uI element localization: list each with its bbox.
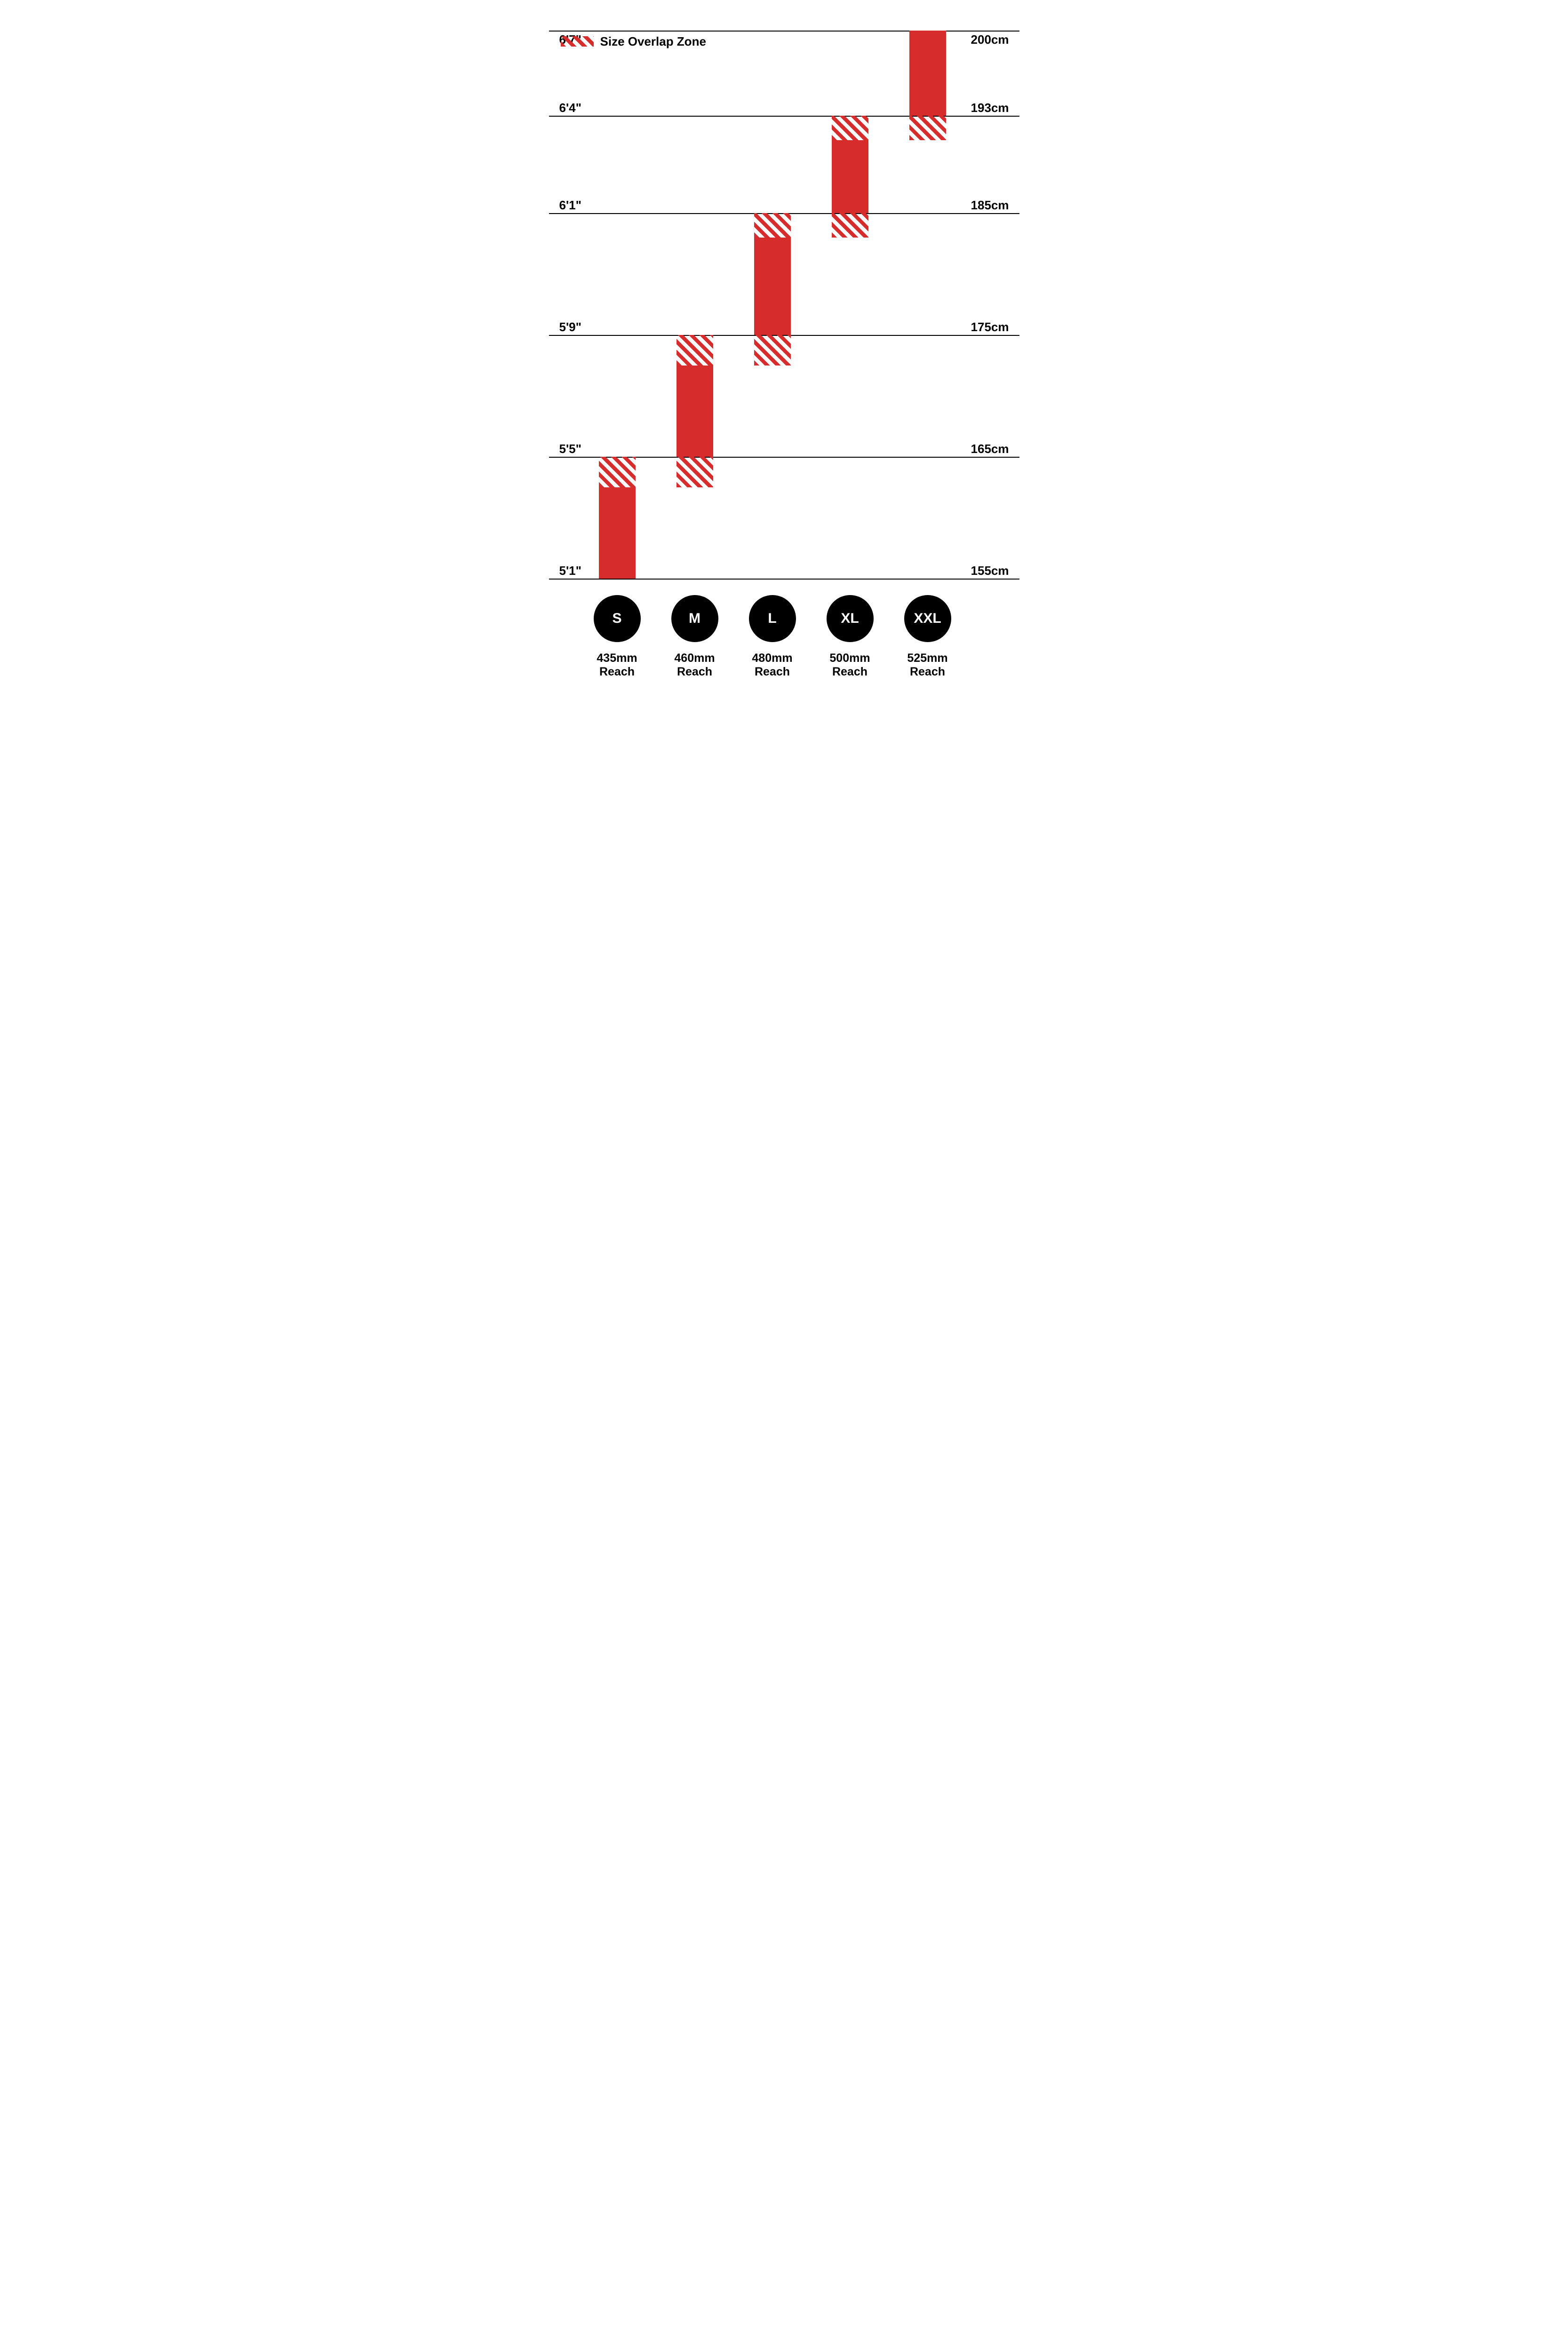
size-badge: L xyxy=(749,595,796,642)
bar-hatch-segment xyxy=(677,335,713,366)
size-badge-label: XXL xyxy=(914,611,941,627)
bar-solid-segment xyxy=(599,487,636,579)
y-label-right: 155cm xyxy=(971,564,1009,578)
y-label-right: 165cm xyxy=(971,442,1009,456)
y-label-left: 6'1" xyxy=(559,198,581,213)
reach-word: Reach xyxy=(812,665,888,679)
reach-word: Reach xyxy=(580,665,655,679)
bar-solid-segment xyxy=(754,238,791,335)
reach-mm: 500mm xyxy=(812,652,888,665)
bar-hatch-segment xyxy=(832,213,868,238)
y-label-left: 5'9" xyxy=(559,320,581,334)
size-bar xyxy=(832,116,868,238)
legend-swatch xyxy=(561,36,594,47)
size-reach-label: 525mmReach xyxy=(890,652,965,679)
size-badge-label: S xyxy=(612,611,621,627)
bar-solid-segment xyxy=(677,366,713,457)
size-badge-label: L xyxy=(768,611,776,627)
y-label-left: 6'4" xyxy=(559,101,581,115)
size-badge: S xyxy=(594,595,641,642)
size-reach-label: 460mmReach xyxy=(657,652,732,679)
size-bar xyxy=(754,213,791,366)
size-badge: XL xyxy=(827,595,874,642)
reach-mm: 460mm xyxy=(657,652,732,665)
size-bar xyxy=(599,457,636,579)
bar-hatch-segment xyxy=(832,116,868,140)
gridline xyxy=(549,579,1019,580)
bar-hatch-segment xyxy=(599,457,636,487)
size-reach-label: 500mmReach xyxy=(812,652,888,679)
size-bar xyxy=(677,335,713,487)
y-label-right: 185cm xyxy=(971,198,1009,213)
size-chart: 6'7"200cm6'4"193cm6'1"185cm5'9"175cm5'5"… xyxy=(549,0,1019,706)
gridline xyxy=(549,116,1019,117)
bar-solid-segment xyxy=(909,31,946,116)
bar-hatch-segment xyxy=(754,335,791,366)
size-reach-label: 480mmReach xyxy=(735,652,810,679)
size-bar xyxy=(909,31,946,140)
reach-word: Reach xyxy=(657,665,732,679)
bar-hatch-segment xyxy=(909,116,946,140)
y-label-left: 5'1" xyxy=(559,564,581,578)
reach-word: Reach xyxy=(890,665,965,679)
y-label-right: 200cm xyxy=(971,32,1009,47)
bar-solid-segment xyxy=(832,140,868,213)
legend-label: Size Overlap Zone xyxy=(600,34,706,49)
y-label-right: 193cm xyxy=(971,101,1009,115)
size-badge-label: M xyxy=(689,611,700,627)
reach-mm: 480mm xyxy=(735,652,810,665)
bar-hatch-segment xyxy=(754,213,791,238)
y-label-left: 5'5" xyxy=(559,442,581,456)
y-label-right: 175cm xyxy=(971,320,1009,334)
reach-mm: 525mm xyxy=(890,652,965,665)
size-badge-label: XL xyxy=(841,611,859,627)
reach-word: Reach xyxy=(735,665,810,679)
size-badge: XXL xyxy=(904,595,951,642)
size-badge: M xyxy=(671,595,718,642)
gridline xyxy=(549,31,1019,32)
bar-hatch-segment xyxy=(677,457,713,487)
reach-mm: 435mm xyxy=(580,652,655,665)
size-reach-label: 435mmReach xyxy=(580,652,655,679)
